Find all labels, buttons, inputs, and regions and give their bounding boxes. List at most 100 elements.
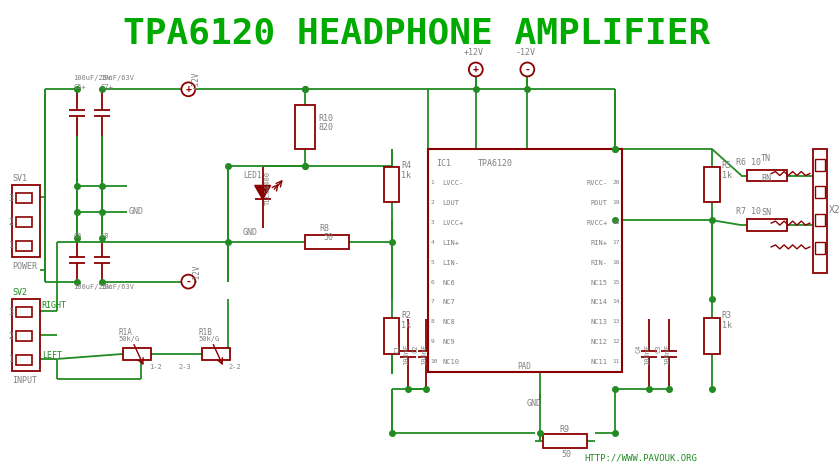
Text: R1B: R1B bbox=[198, 328, 212, 337]
Bar bbox=[16, 241, 32, 251]
Bar bbox=[748, 219, 787, 231]
Text: LIN-: LIN- bbox=[442, 260, 459, 266]
Text: 100nF: 100nF bbox=[404, 344, 409, 365]
Bar bbox=[815, 187, 825, 198]
Text: C8: C8 bbox=[100, 233, 108, 239]
Text: TN: TN bbox=[761, 154, 771, 162]
Text: 12: 12 bbox=[612, 339, 619, 344]
Text: C1: C1 bbox=[394, 344, 400, 352]
Text: ROUT: ROUT bbox=[591, 200, 607, 206]
Text: HTTP://WWW.PAVOUK.ORG: HTTP://WWW.PAVOUK.ORG bbox=[585, 454, 698, 463]
Text: 19: 19 bbox=[612, 200, 619, 205]
Text: 6: 6 bbox=[430, 280, 434, 284]
Text: 820: 820 bbox=[318, 123, 333, 132]
Text: NC13: NC13 bbox=[591, 319, 607, 325]
Text: 1k: 1k bbox=[722, 321, 732, 330]
Text: 1k: 1k bbox=[401, 321, 411, 330]
Bar bbox=[12, 300, 39, 371]
Text: 2: 2 bbox=[9, 332, 14, 341]
Text: +: + bbox=[185, 84, 191, 94]
Text: 100nF: 100nF bbox=[421, 344, 427, 365]
Text: NC9: NC9 bbox=[442, 339, 455, 345]
Text: +: + bbox=[473, 65, 479, 74]
Text: NC6: NC6 bbox=[442, 280, 455, 285]
Text: R5: R5 bbox=[722, 161, 732, 170]
Text: 17: 17 bbox=[612, 240, 619, 245]
Text: R10: R10 bbox=[318, 114, 333, 123]
Text: -12V: -12V bbox=[191, 264, 201, 282]
Text: 1: 1 bbox=[9, 356, 14, 365]
Text: 2: 2 bbox=[430, 200, 434, 205]
Circle shape bbox=[181, 275, 195, 289]
Text: 1: 1 bbox=[9, 242, 14, 251]
Text: R4: R4 bbox=[401, 161, 411, 170]
Text: TPA6120 HEADPHONE AMPLIFIER: TPA6120 HEADPHONE AMPLIFIER bbox=[122, 17, 710, 51]
Text: NC14: NC14 bbox=[591, 300, 607, 305]
Text: 50k/G: 50k/G bbox=[198, 336, 220, 342]
Text: 50: 50 bbox=[561, 450, 571, 459]
Text: 10: 10 bbox=[430, 359, 438, 364]
Text: X2: X2 bbox=[829, 205, 839, 215]
Text: NC12: NC12 bbox=[591, 339, 607, 345]
Bar bbox=[428, 149, 622, 372]
Text: 3: 3 bbox=[9, 308, 14, 317]
Text: POWER: POWER bbox=[12, 262, 37, 271]
Text: 16: 16 bbox=[612, 260, 619, 265]
Bar bbox=[295, 105, 315, 149]
Text: LOUT: LOUT bbox=[442, 200, 459, 206]
Text: 3: 3 bbox=[9, 194, 14, 203]
Text: SV2: SV2 bbox=[12, 287, 27, 297]
Text: 7: 7 bbox=[430, 300, 434, 304]
Text: R9: R9 bbox=[559, 425, 569, 434]
Text: 1-2: 1-2 bbox=[149, 364, 161, 370]
Polygon shape bbox=[255, 186, 271, 199]
Bar bbox=[815, 242, 825, 254]
Text: 5: 5 bbox=[430, 260, 434, 265]
Text: INPUT: INPUT bbox=[12, 376, 37, 385]
Text: 10uF/63V: 10uF/63V bbox=[100, 75, 134, 81]
Bar bbox=[383, 167, 399, 202]
Text: C5+: C5+ bbox=[73, 84, 86, 90]
Text: R3: R3 bbox=[722, 311, 732, 320]
Text: RIGHT: RIGHT bbox=[42, 301, 66, 310]
Text: 2-2: 2-2 bbox=[228, 364, 241, 370]
Text: 50: 50 bbox=[323, 233, 333, 242]
Text: LVCC-: LVCC- bbox=[442, 180, 463, 187]
Text: 11: 11 bbox=[612, 359, 619, 364]
Text: 1: 1 bbox=[430, 180, 434, 186]
Text: NC11: NC11 bbox=[591, 359, 607, 365]
Bar bbox=[383, 318, 399, 354]
Text: +12V: +12V bbox=[464, 48, 484, 57]
Text: 9: 9 bbox=[430, 339, 434, 344]
Circle shape bbox=[520, 63, 534, 76]
Text: -: - bbox=[185, 276, 191, 286]
Text: R8: R8 bbox=[319, 224, 329, 233]
Text: 18: 18 bbox=[612, 220, 619, 225]
Text: 2: 2 bbox=[9, 218, 14, 227]
Text: R7 10: R7 10 bbox=[737, 207, 762, 216]
Text: 15: 15 bbox=[612, 280, 619, 284]
Text: SN: SN bbox=[761, 208, 771, 217]
Text: 100nF: 100nF bbox=[664, 344, 670, 365]
Bar bbox=[543, 434, 586, 448]
Text: LVCC+: LVCC+ bbox=[442, 220, 463, 226]
Text: 50k/G: 50k/G bbox=[119, 336, 140, 342]
Bar bbox=[16, 331, 32, 341]
Text: 14: 14 bbox=[612, 300, 619, 304]
Bar bbox=[123, 348, 151, 360]
Text: 100uF/25V: 100uF/25V bbox=[73, 284, 112, 290]
Text: RIN-: RIN- bbox=[591, 260, 607, 266]
Text: 3: 3 bbox=[430, 220, 434, 225]
Text: C4: C4 bbox=[635, 344, 641, 352]
Text: 1k: 1k bbox=[401, 171, 411, 179]
Text: NC8: NC8 bbox=[442, 319, 455, 325]
Text: TLLG4400: TLLG4400 bbox=[264, 171, 271, 204]
Bar bbox=[815, 159, 825, 171]
Bar bbox=[815, 214, 825, 226]
Text: IC1: IC1 bbox=[436, 159, 451, 168]
Text: 8: 8 bbox=[430, 319, 434, 324]
Text: 10uF/63V: 10uF/63V bbox=[100, 284, 134, 290]
Text: C2: C2 bbox=[412, 344, 419, 352]
Circle shape bbox=[469, 63, 482, 76]
Bar bbox=[12, 186, 39, 257]
